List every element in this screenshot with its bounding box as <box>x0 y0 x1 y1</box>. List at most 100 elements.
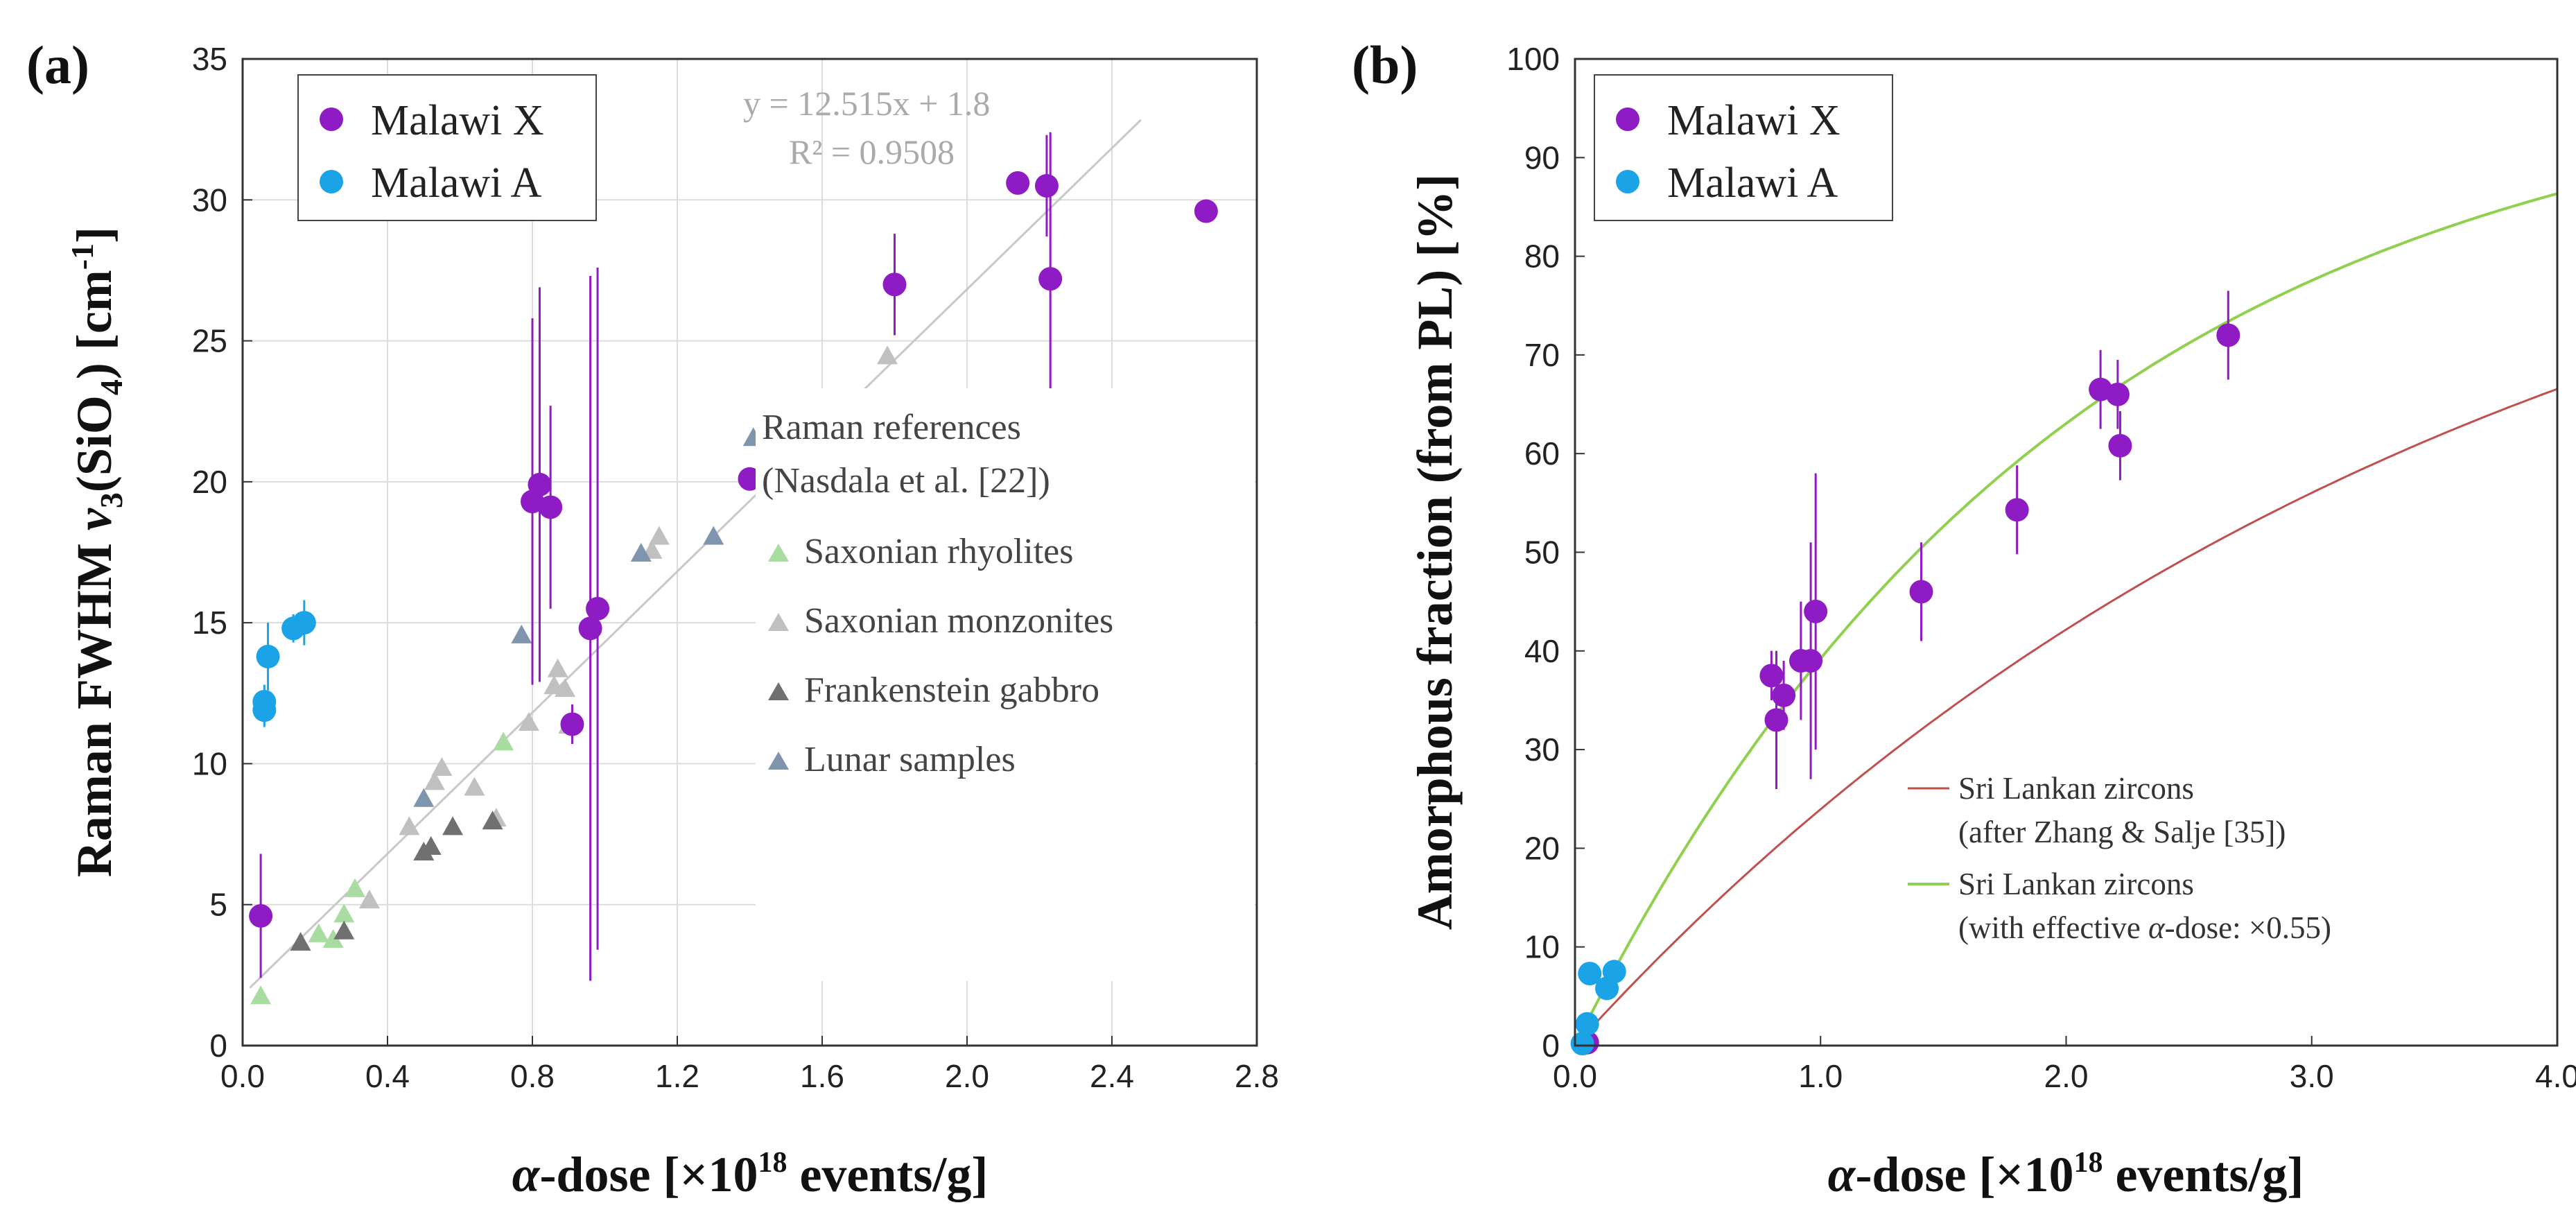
legend-marker-malawi-x-a <box>320 107 343 131</box>
panel-b-point-malawi-x <box>1764 708 1789 732</box>
panel-a-point-malawi-a <box>256 644 280 668</box>
panel-a-point-saxonian-rhyolites <box>322 929 344 949</box>
legend-marker-saxonian-monzonites <box>768 613 789 631</box>
legend-label-saxonian-monzonites: Saxonian monzonites <box>804 601 1113 641</box>
panel-b-y-tick-label: 60 <box>1524 435 1560 471</box>
panel-a-point-malawi-x <box>586 596 610 621</box>
panel-a-y-tick-label: 15 <box>192 605 227 641</box>
panel-b-point-malawi-x <box>2108 433 2132 458</box>
panel-a-y-tick-label: 30 <box>192 182 227 218</box>
panel-a-point-malawi-x <box>560 712 584 736</box>
panel-a-point-malawi-a <box>292 611 316 635</box>
y-label-a-nu: ν <box>67 508 122 530</box>
panel-b-point-malawi-x <box>1759 664 1784 688</box>
panel-b-y-tick-label: 10 <box>1524 929 1560 965</box>
panel-a-point-malawi-a <box>252 689 277 713</box>
panel-a-point-saxonian-monzonites <box>399 816 420 835</box>
legend-marker-malawi-a-b <box>1616 170 1639 193</box>
x-label-b-sup: 18 <box>2073 1147 2103 1179</box>
panel-b-curves <box>1574 192 2558 1047</box>
panel-b-x-axis-label: α-dose [×1018 events/g] <box>1828 1147 2304 1202</box>
y-label-a-sup: -1 <box>64 243 100 270</box>
panel-b-point-malawi-x <box>2105 382 2130 406</box>
panel-a-marks <box>249 132 1218 1005</box>
legend-label-malawi-a-b: Malawi A <box>1667 159 1838 207</box>
panel-b-y-tick-label: 70 <box>1524 337 1560 373</box>
panel-a-point-saxonian-rhyolites <box>344 878 365 897</box>
panel-b-y-tick-label: 30 <box>1524 731 1560 768</box>
panel-a-point-lunar-samples <box>413 788 435 807</box>
panel-a-y-tick-label: 25 <box>192 323 227 359</box>
panel-b-y-tick-label: 90 <box>1524 139 1560 175</box>
panel-a-point-saxonian-monzonites <box>464 777 485 796</box>
panel-a-y-tick-label: 20 <box>192 464 227 500</box>
y-label-a-post: ) [cm <box>67 270 122 379</box>
panel-b-y-tick-label: 100 <box>1506 41 1560 77</box>
panel-b-marks <box>1570 291 2240 1056</box>
panel-a-point-saxonian-rhyolites <box>308 923 329 942</box>
panel-a-point-malawi-x <box>1034 173 1059 198</box>
legend-label-effective-dose: Sri Lankan zircons <box>1958 867 2194 901</box>
panel-a-point-saxonian-rhyolites <box>250 985 272 1005</box>
panel-b-point-malawi-x <box>1772 683 1796 707</box>
panel-a-x-tick-label: 0.4 <box>365 1058 410 1094</box>
y-label-a-mid: (SiO <box>67 395 122 492</box>
curve-zhang-salje <box>1574 388 2558 1047</box>
panel-a-frame <box>241 58 1258 1047</box>
panel-a-point-malawi-x <box>1038 267 1063 291</box>
panel-a-point-saxonian-monzonites <box>518 711 539 731</box>
panel-a-point-saxonian-monzonites <box>424 771 445 790</box>
panel-b-x-tick-label: 1.0 <box>1798 1058 1843 1094</box>
x-label-b-suffix: events/g] <box>2103 1147 2304 1202</box>
panel-a-point-malawi-x <box>1006 171 1030 195</box>
panel-a-fit-line <box>249 119 1142 989</box>
x-label-a-sup: 18 <box>758 1147 787 1179</box>
raman-legend-title: Raman references <box>762 408 1021 447</box>
legend-label-malawi-x-a: Malawi X <box>371 97 544 144</box>
legend-marker-malawi-a-a <box>320 170 343 193</box>
panel-b-x-tick-label: 2.0 <box>2044 1058 2089 1094</box>
legend-marker-saxonian-rhyolites <box>768 544 789 562</box>
panel-a: (a) 0.0 0.4 0.8 1.2 1.6 2.0 2.4 2.8051015202530… <box>26 35 1279 1202</box>
y-label-a-pre: Raman FWHM <box>67 530 122 877</box>
x-label-a-alpha: α <box>512 1147 541 1202</box>
panel-a-y-tick-label: 10 <box>192 745 227 781</box>
curve-effective-dose <box>1574 192 2558 1046</box>
panel-b-point-malawi-a <box>1578 962 1602 986</box>
panel-b-point-malawi-x <box>2216 323 2240 347</box>
y-label-a-sub4: 4 <box>94 379 129 395</box>
panel-a-x-tick-label: 2.0 <box>945 1058 989 1094</box>
panel-b-x-tick-label: 4.0 <box>2535 1058 2576 1094</box>
legend-detail-effective-pre: (with effective <box>1958 910 2148 945</box>
panel-a-x-axis-label: α-dose [×1018 events/g] <box>512 1147 989 1202</box>
panel-a-point-saxonian-monzonites <box>547 658 568 677</box>
fit-r-squared: R² = 0.9508 <box>789 132 955 171</box>
legend-label-lunar-samples: Lunar samples <box>804 740 1016 779</box>
panel-b-y-axis-label: Amorphous fraction (from PL) [%] <box>1407 174 1463 930</box>
panel-a-ticks: 0.0 0.4 0.8 1.2 1.6 2.0 2.4 2.8 0 5 10 15 20 25 30 35 <box>192 41 1279 1094</box>
panel-a-point-saxonian-monzonites <box>555 678 576 698</box>
panel-b-legend-box <box>1594 74 1893 221</box>
panel-a-point-saxonian-rhyolites <box>333 903 355 923</box>
panel-a-point-frankenstein-gabbro <box>290 932 311 951</box>
y-label-a-end: ] <box>67 227 122 243</box>
raman-legend-citation: (Nasdala et al. [22]) <box>762 461 1050 501</box>
panel-a-point-malawi-x <box>528 472 552 496</box>
panel-a-point-frankenstein-gabbro <box>420 835 442 855</box>
panel-b: (b) 0.0 1.0 2.0 3.0 4.0 0 10 20 30 40 50 60 70 80 90 10… <box>1352 35 2576 1202</box>
panel-a-x-tick-label: 0.0 <box>220 1058 265 1094</box>
y-label-a-nusub: 3 <box>94 492 129 508</box>
panel-b-point-malawi-x <box>1804 599 1828 623</box>
panel-a-point-saxonian-monzonites <box>648 526 670 545</box>
panel-b-y-tick-label: 50 <box>1524 535 1560 571</box>
x-label-a-suffix: events/g] <box>787 1147 988 1202</box>
panel-a-point-lunar-samples <box>630 543 652 562</box>
panel-b-y-tick-label: 20 <box>1524 830 1560 866</box>
panel-b-point-malawi-a <box>1575 1012 1599 1036</box>
legend-label-malawi-a-a: Malawi A <box>371 159 541 207</box>
panel-a-point-frankenstein-gabbro <box>482 811 503 830</box>
panel-a-point-malawi-x <box>882 272 907 297</box>
panel-b-point-malawi-x <box>2005 498 2029 522</box>
panel-b-point-malawi-x <box>1799 649 1823 673</box>
legend-detail-effective-post: -dose: ×0.55) <box>2165 910 2331 945</box>
